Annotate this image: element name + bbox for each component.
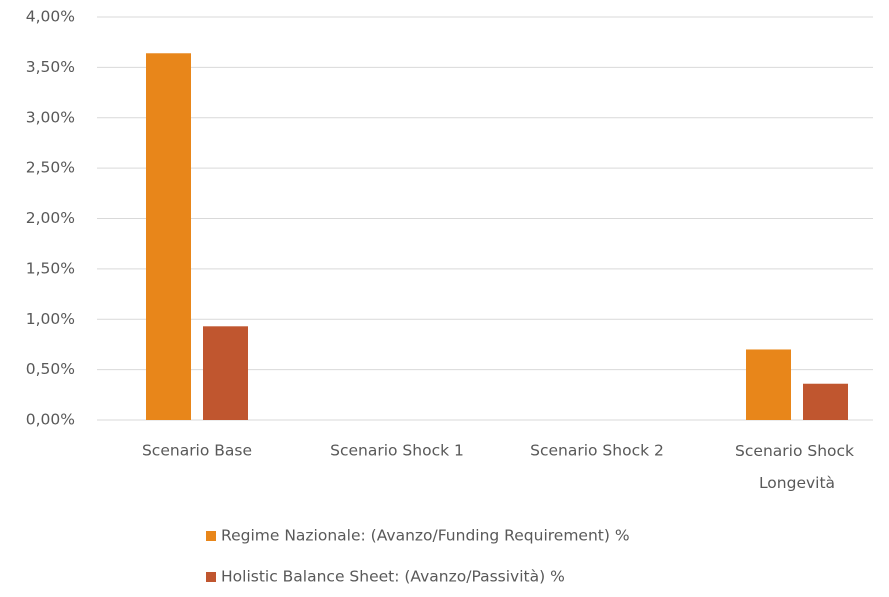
legend-swatch	[206, 572, 216, 582]
y-tick-label: 3,00%	[26, 108, 75, 126]
y-tick-label: 2,50%	[26, 159, 75, 177]
legend-swatch	[206, 531, 216, 541]
x-tick-label: Scenario Shock 2	[530, 442, 664, 460]
x-tick-label: Scenario Shock 1	[330, 442, 464, 460]
y-tick-label: 1,00%	[26, 310, 75, 328]
bar	[803, 383, 848, 420]
y-tick-label: 1,50%	[26, 259, 75, 277]
y-tick-label: 3,50%	[26, 58, 75, 76]
bar	[146, 53, 191, 421]
y-tick-label: 0,50%	[26, 360, 75, 378]
bar	[203, 326, 248, 420]
y-tick-label: 2,00%	[26, 209, 75, 227]
legend-label: Holistic Balance Sheet: (Avanzo/Passivit…	[221, 568, 565, 586]
y-tick-label: 4,00%	[26, 8, 75, 26]
bar	[746, 349, 791, 420]
y-tick-label: 0,00%	[26, 411, 75, 429]
x-tick-label: Scenario Shock Longevità	[735, 442, 859, 492]
legend-label: Regime Nazionale: (Avanzo/Funding Requir…	[221, 527, 630, 545]
x-tick-label: Scenario Base	[142, 442, 252, 460]
